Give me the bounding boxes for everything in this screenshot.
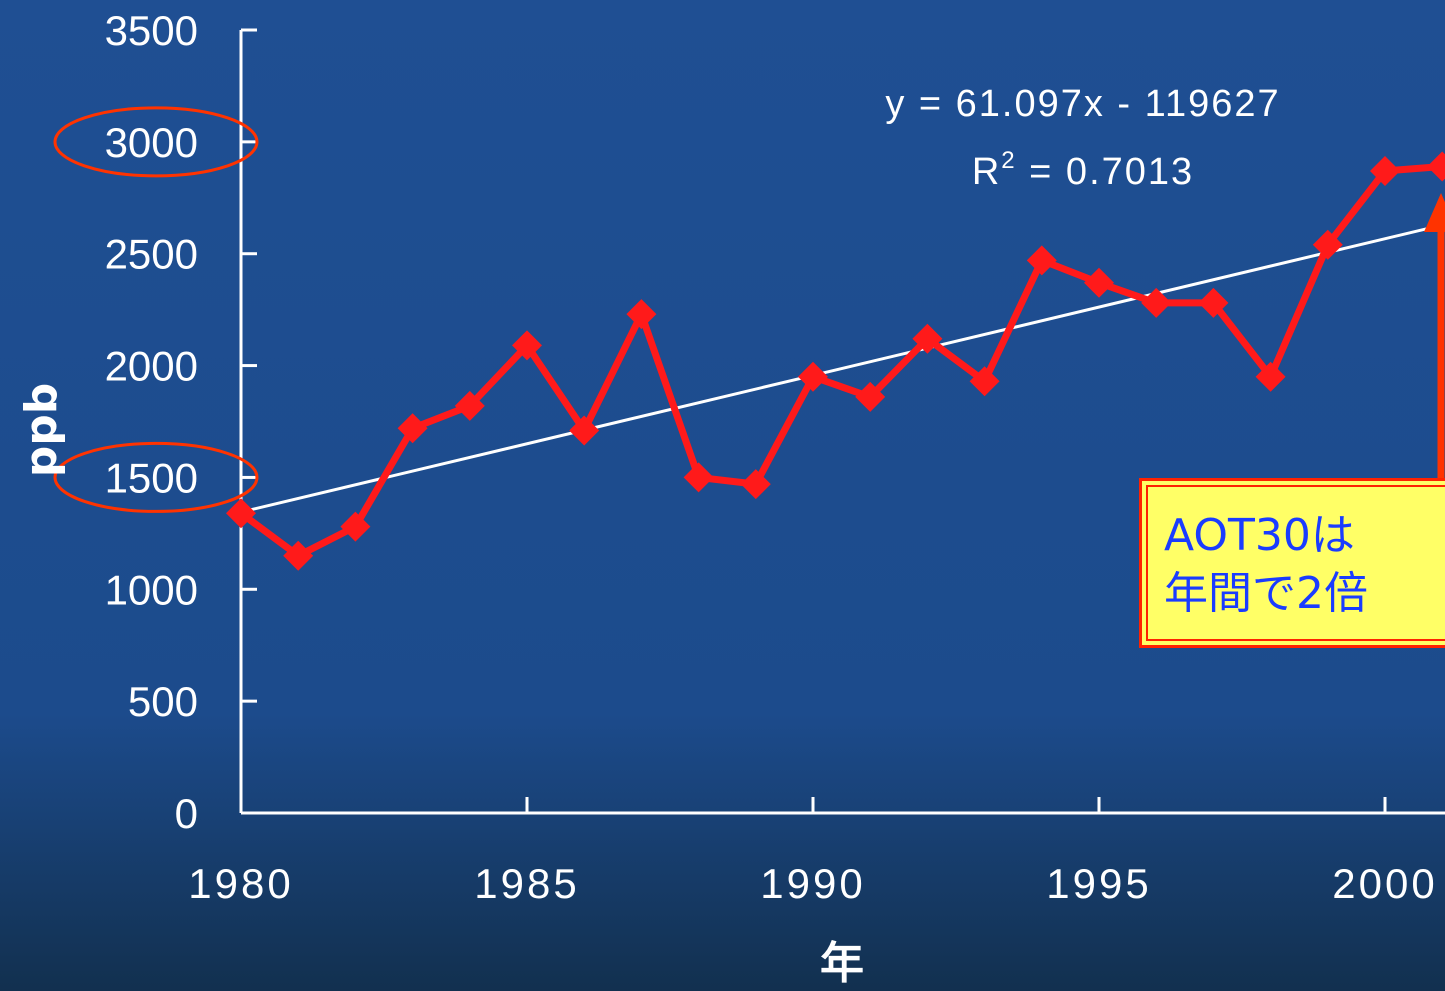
series-line (238, 162, 1443, 560)
data-point-1992 (912, 323, 943, 354)
axes: 0 500 1000 1500 2000 2500 3000 3500 1980 1985 1990… (105, 7, 1445, 907)
callout-line-2: 年間で2倍 (1164, 568, 1368, 619)
data-point-1988 (683, 462, 714, 493)
y-tick-label-0: 0 (175, 790, 198, 837)
data-point-2000 (1370, 155, 1400, 186)
x-tick-label-2000: 2000 (1332, 860, 1437, 907)
data-point-1997 (1198, 287, 1229, 318)
trendline-equation: y = 61.097x - 119627 (885, 83, 1280, 125)
r-squared-value: = 0.7013 (1017, 151, 1195, 193)
data-point-1991 (855, 381, 886, 412)
series-layer (226, 151, 1445, 571)
y-tick-label-1500: 1500 (105, 454, 198, 501)
data-point-1999 (1312, 229, 1343, 260)
highlight-ellipse-1500 (53, 441, 259, 513)
data-point-1993 (969, 366, 1000, 397)
x-tick-label-1980: 1980 (188, 860, 293, 907)
y-axis-title: ppb (16, 383, 67, 478)
data-point-1998 (1255, 361, 1286, 392)
highlight-ellipse-3000 (53, 106, 259, 178)
highlight-layer (53, 106, 259, 513)
r-squared-label: R2 = 0.7013 (972, 147, 1194, 193)
data-point-2001 (1427, 151, 1445, 182)
data-point-1994 (1026, 245, 1057, 276)
x-axis-title: 年 (820, 938, 864, 989)
r-squared-exponent: 2 (1001, 147, 1016, 174)
data-point-1983 (397, 413, 428, 444)
callout-box: AOT30は 年間で2倍 (1139, 478, 1445, 648)
y-tick-label-500: 500 (128, 678, 198, 725)
y-tick-label-2500: 2500 (105, 231, 198, 278)
trendline-layer (240, 223, 1443, 514)
data-point-1990 (798, 361, 828, 392)
data-point-1981 (283, 540, 314, 571)
data-point-1985 (512, 330, 542, 361)
data-point-1996 (1141, 287, 1172, 318)
data-point-1995 (1084, 267, 1114, 298)
arrow-head (1424, 193, 1445, 232)
y-tick-label-3000: 3000 (105, 119, 198, 166)
y-tick-label-3500: 3500 (105, 7, 198, 54)
data-point-1982 (340, 511, 371, 542)
r-squared-r: R (972, 151, 1001, 193)
data-point-1989 (740, 469, 771, 500)
y-tick-label-2000: 2000 (105, 343, 198, 390)
data-point-1980 (226, 498, 256, 529)
trendline (240, 223, 1443, 514)
y-tick-label-1000: 1000 (105, 566, 198, 613)
callout-arrow (1424, 193, 1445, 478)
callout-line-1: AOT30は (1164, 510, 1355, 561)
data-point-1984 (454, 390, 485, 421)
data-point-1986 (569, 415, 600, 446)
x-tick-label-1990: 1990 (760, 860, 865, 907)
x-tick-label-1985: 1985 (474, 860, 579, 907)
x-tick-label-1995: 1995 (1046, 860, 1151, 907)
data-point-1987 (626, 299, 657, 330)
